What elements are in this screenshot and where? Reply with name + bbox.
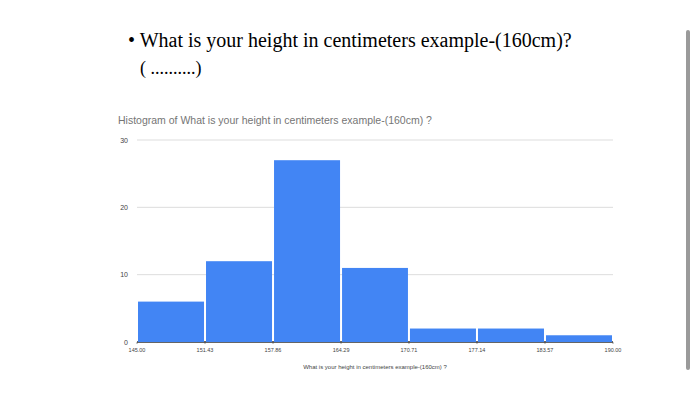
x-axis-label: What is your height in centimeters examp… [303,364,447,370]
bar [342,268,408,342]
bar [206,261,272,342]
chart-title: Histogram of What is your height in cent… [118,114,432,126]
x-tick-label: 151.43 [197,347,214,353]
bar [274,160,340,342]
bars [138,160,612,342]
bar [478,329,544,342]
x-tick [137,342,138,344]
y-tick-label: 0 [124,339,128,346]
y-tick-label: 20 [120,204,128,211]
x-tick-label: 183.57 [537,347,554,353]
bar [410,329,476,342]
question: • What is your height in centimeters exa… [128,29,572,52]
x-tick-label: 145.00 [129,347,146,353]
x-tick [341,342,342,344]
x-tick [408,342,409,344]
x-tick-label: 177.14 [469,347,486,353]
x-tick [205,342,206,344]
x-tick [544,342,545,344]
answer-blank: ( ..........) [140,58,202,79]
scrollbar [686,30,690,370]
grid-line [137,207,613,208]
bar [546,335,612,342]
grid-line [137,140,613,141]
x-tick-label: 164.29 [333,347,350,353]
y-tick-label: 30 [120,137,128,144]
x-tick [273,342,274,344]
x-tick [476,342,477,344]
x-tick [613,342,614,344]
x-tick-label: 170.71 [401,347,418,353]
page: • What is your height in centimeters exa… [0,0,700,407]
x-tick-label: 157.86 [265,347,282,353]
y-tick-label: 10 [120,271,128,278]
bar [138,302,204,342]
x-tick-label: 190.00 [605,347,622,353]
